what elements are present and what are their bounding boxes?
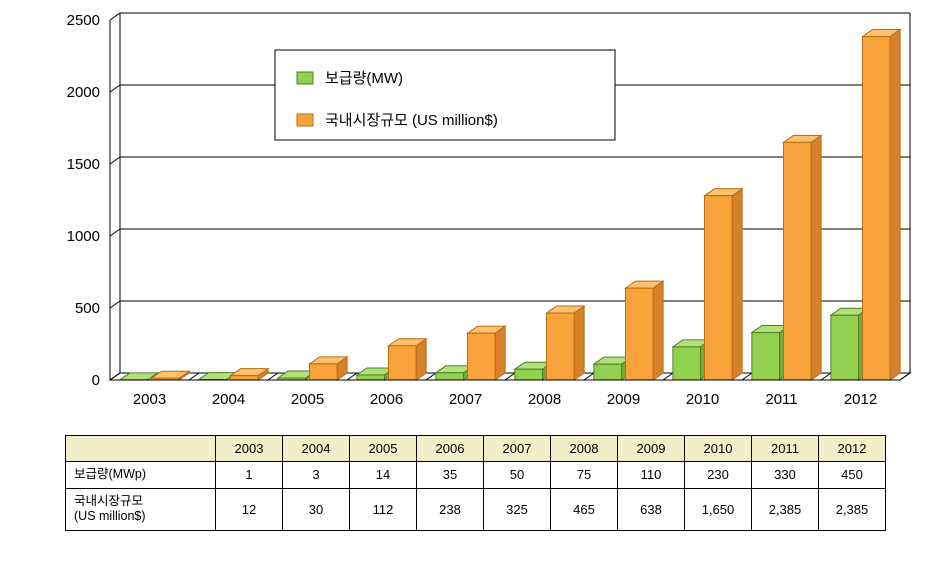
table-cell: 2,385: [752, 488, 819, 530]
x-tick-label: 2004: [212, 391, 245, 408]
table-cell: 75: [551, 462, 618, 489]
x-tick-label: 2012: [844, 391, 877, 408]
table-cell: 112: [350, 488, 417, 530]
bar-s2: [784, 142, 812, 380]
table-cell: 238: [417, 488, 484, 530]
table-col-header: 2003: [216, 436, 283, 462]
bar-s1: [594, 364, 622, 380]
table-cell: 12: [216, 488, 283, 530]
x-tick-label: 2009: [607, 391, 640, 408]
table-cell: 110: [618, 462, 685, 489]
table-row-label: 보급량(MWp): [66, 462, 216, 489]
table-cell: 450: [819, 462, 886, 489]
table-col-header: 2010: [685, 436, 752, 462]
bar-s2: [863, 37, 891, 380]
legend-label: 보급량(MW): [325, 70, 403, 87]
x-tick-label: 2010: [686, 391, 719, 408]
bar-s2: [389, 346, 417, 380]
data-table: 2003200420052006200720082009201020112012…: [65, 435, 885, 531]
bar-s2: [626, 288, 654, 380]
bar-s1: [515, 369, 543, 380]
table-cell: 325: [484, 488, 551, 530]
chart-svg: 0 500 1000 1500 2000 2500 2003 2004 2005 2006 2007…: [30, 10, 920, 425]
table-cell: 14: [350, 462, 417, 489]
table-cell: 35: [417, 462, 484, 489]
table-cell: 2,385: [819, 488, 886, 530]
table-col-header: 2005: [350, 436, 417, 462]
y-tick-label: 2500: [67, 12, 100, 29]
table-col-header: 2004: [283, 436, 350, 462]
x-tick-label: 2003: [133, 391, 166, 408]
y-tick-label: 0: [92, 372, 100, 389]
table-cell: 230: [685, 462, 752, 489]
table-cell: 50: [484, 462, 551, 489]
legend-swatch: [297, 114, 313, 126]
table-cell: 3: [283, 462, 350, 489]
table-cell: 30: [283, 488, 350, 530]
y-tick-label: 1500: [67, 156, 100, 173]
table-cell: 638: [618, 488, 685, 530]
table-col-header: 2007: [484, 436, 551, 462]
table-row-label: 국내시장규모(US million$): [66, 488, 216, 530]
y-tick-label: 500: [75, 300, 100, 317]
x-tick-label: 2006: [370, 391, 403, 408]
table-col-header: 2011: [752, 436, 819, 462]
bar-s2: [231, 376, 259, 380]
bar-s1: [357, 375, 385, 380]
y-tick-label: 2000: [67, 84, 100, 101]
table-col-header: 2006: [417, 436, 484, 462]
x-tick-label: 2007: [449, 391, 482, 408]
bar-s1: [831, 315, 859, 380]
x-tick-label: 2008: [528, 391, 561, 408]
table-cell: 330: [752, 462, 819, 489]
table-col-header: 2012: [819, 436, 886, 462]
bar-s2: [547, 313, 575, 380]
table-cell: 1: [216, 462, 283, 489]
y-tick-label: 1000: [67, 228, 100, 245]
x-tick-label: 2011: [765, 391, 797, 408]
table-cell: 1,650: [685, 488, 752, 530]
table-corner: [66, 436, 216, 462]
chart: 0 500 1000 1500 2000 2500 2003 2004 2005 2006 2007…: [30, 10, 920, 425]
table-cell: 465: [551, 488, 618, 530]
bar-s2: [310, 364, 338, 380]
legend-swatch: [297, 72, 313, 84]
bar-s2: [705, 196, 733, 380]
bar-s2: [468, 333, 496, 380]
legend-label: 국내시장규모 (US million$): [325, 112, 498, 129]
x-tick-label: 2005: [291, 391, 324, 408]
bar-s1: [673, 347, 701, 380]
bar-s1: [752, 332, 780, 380]
figure-root: 0500100015002000250020032004200520062007…: [0, 0, 949, 562]
table-col-header: 2009: [618, 436, 685, 462]
table-col-header: 2008: [551, 436, 618, 462]
bar-s1: [436, 373, 464, 380]
